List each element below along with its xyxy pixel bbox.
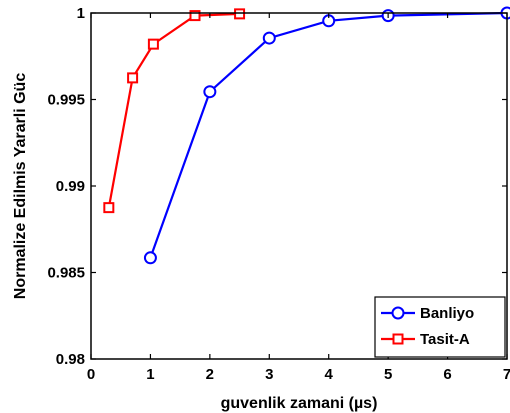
y-axis-label: Normalize Edilmis Yararli Güc xyxy=(12,73,29,300)
data-point xyxy=(127,72,139,84)
y-tick-label: 0.99 xyxy=(56,178,85,195)
x-tick-label: 5 xyxy=(384,366,392,383)
y-tick-label: 1 xyxy=(77,5,85,22)
data-point xyxy=(189,10,201,22)
legend-label: Tasit-A xyxy=(420,331,470,348)
data-point xyxy=(147,38,159,50)
legend-entry: Tasit-A xyxy=(381,331,470,348)
data-point xyxy=(103,202,115,214)
x-tick-label: 7 xyxy=(503,366,510,383)
x-tick-label: 0 xyxy=(87,366,95,383)
legend-marker xyxy=(391,306,405,320)
x-tick-label: 6 xyxy=(443,366,451,383)
x-axis-label: guvenlik zamani (µs) xyxy=(221,395,378,412)
legend-label: Banliyo xyxy=(420,305,474,322)
legend-marker xyxy=(392,333,404,345)
data-point xyxy=(262,31,276,45)
y-tick-label: 0.995 xyxy=(47,92,85,109)
data-point xyxy=(143,251,157,265)
y-tick-label: 0.98 xyxy=(56,351,85,368)
data-point xyxy=(234,8,246,20)
data-point xyxy=(203,85,217,99)
y-tick-label: 0.985 xyxy=(47,265,85,282)
legend-entry: Banliyo xyxy=(381,305,474,322)
x-tick-label: 3 xyxy=(265,366,273,383)
legend: Banliyo Tasit-A xyxy=(374,296,506,358)
ticks-layer: 0 1 2 3 4 5 6 7 0.98 0.985 0.99 0.995 1 xyxy=(47,5,510,383)
x-tick-label: 1 xyxy=(146,366,154,383)
x-tick-label: 2 xyxy=(206,366,214,383)
series-0 xyxy=(143,6,510,265)
series-layer xyxy=(103,6,510,265)
x-tick-label: 4 xyxy=(325,366,334,383)
series-line xyxy=(149,11,508,259)
